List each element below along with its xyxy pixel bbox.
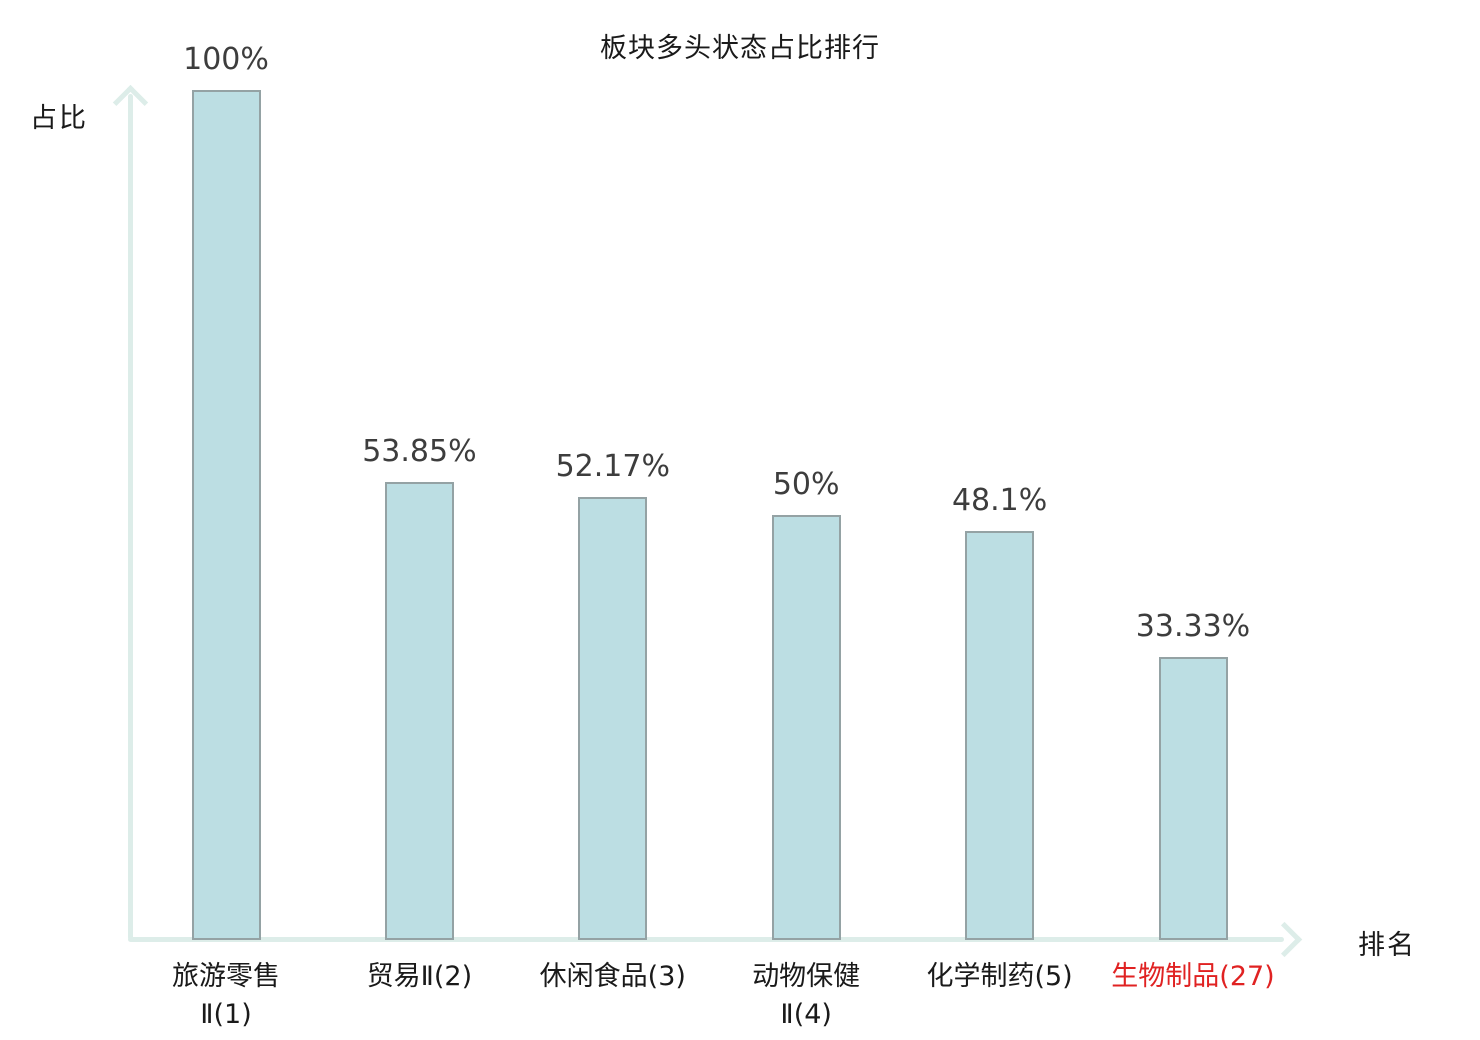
x-axis-line [128,937,1284,942]
x-tick-label: 旅游零售 Ⅱ(1) [172,961,280,1030]
y-axis-line [128,94,133,940]
chart-title: 板块多头状态占比排行 [600,33,880,64]
arrow-up-icon [112,84,149,121]
x-axis-label: 排名 [1358,930,1416,961]
bar-value-label: 52.17% [555,449,670,484]
bar [578,497,648,940]
bar-value-label: 33.33% [1135,609,1251,644]
y-axis-label: 占比 [30,103,88,134]
bar-value-label: 50% [772,467,840,502]
x-tick-label: 贸易Ⅱ(2) [366,961,473,992]
bar-value-label: 100% [183,42,269,77]
bar [384,482,454,940]
arrow-right-icon [1266,921,1303,958]
x-tick-label: 生物制品(27) [1111,961,1275,992]
bar-value-label: 53.85% [362,434,477,469]
bar [771,515,841,940]
x-tick-label: 休闲食品(3) [539,961,686,992]
bar-value-label: 48.1% [951,483,1048,518]
x-tick-label: 化学制药(5) [926,961,1073,992]
bar [1158,657,1228,940]
x-tick-label: 动物保健 Ⅱ(4) [752,961,861,1030]
bar [965,531,1035,940]
bar [191,90,261,940]
